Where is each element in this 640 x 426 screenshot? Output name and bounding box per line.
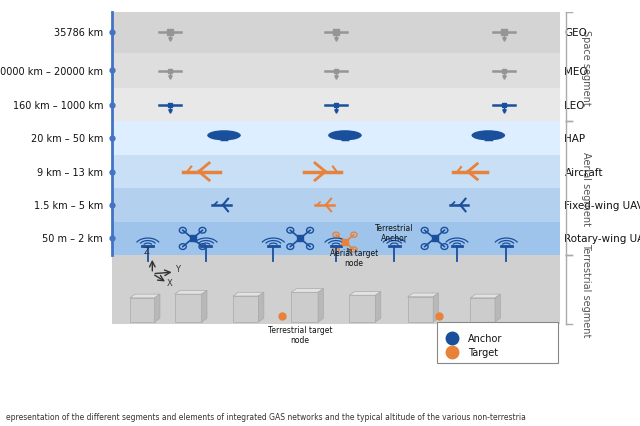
Text: 35786 km: 35786 km [54, 28, 103, 38]
Bar [112, 13, 560, 54]
Text: Fixed-wing UAV: Fixed-wing UAV [564, 201, 640, 210]
Polygon shape [175, 291, 207, 294]
Polygon shape [202, 291, 207, 322]
Text: Terrestrial target
node: Terrestrial target node [268, 325, 332, 345]
Text: Terrestrial segment: Terrestrial segment [581, 243, 591, 337]
Polygon shape [470, 294, 500, 298]
Polygon shape [349, 296, 376, 322]
Polygon shape [130, 298, 155, 322]
Text: LEO: LEO [564, 101, 585, 110]
Text: Rotary-wing UAV: Rotary-wing UAV [564, 234, 640, 244]
Text: Aerial target
node: Aerial target node [330, 248, 378, 268]
Text: 10000 km – 20000 km: 10000 km – 20000 km [0, 66, 103, 76]
Text: GEO: GEO [564, 28, 588, 38]
Polygon shape [495, 294, 500, 322]
Text: MEO: MEO [564, 66, 588, 76]
Text: X: X [166, 278, 172, 287]
Text: 20 km – 50 km: 20 km – 50 km [31, 134, 103, 144]
Bar [112, 256, 560, 324]
Text: Y: Y [175, 265, 180, 273]
Text: Target: Target [468, 348, 499, 357]
Text: 1.5 km – 5 km: 1.5 km – 5 km [34, 201, 103, 210]
Text: epresentation of the different segments and elements of integrated GAS networks : epresentation of the different segments … [6, 412, 526, 421]
Polygon shape [291, 293, 318, 322]
Polygon shape [470, 298, 495, 322]
Polygon shape [259, 293, 264, 322]
Text: Aerial segment: Aerial segment [581, 152, 591, 226]
Polygon shape [155, 294, 160, 322]
Text: 9 km – 13 km: 9 km – 13 km [37, 167, 103, 177]
Polygon shape [433, 294, 438, 322]
Bar [437, 322, 558, 363]
Text: HAP: HAP [564, 134, 586, 144]
Bar [112, 222, 560, 256]
Bar [112, 89, 560, 122]
Text: 160 km – 1000 km: 160 km – 1000 km [13, 101, 103, 110]
Polygon shape [233, 296, 259, 322]
Ellipse shape [472, 131, 505, 141]
Bar [112, 54, 560, 89]
Text: Space segment: Space segment [581, 30, 591, 105]
Bar [112, 155, 560, 189]
Ellipse shape [328, 131, 362, 141]
Polygon shape [130, 294, 160, 298]
Polygon shape [291, 289, 323, 293]
Polygon shape [376, 292, 381, 322]
Polygon shape [233, 293, 264, 296]
Text: Anchor: Anchor [468, 333, 502, 343]
Text: Aircraft: Aircraft [564, 167, 603, 177]
Text: Terrestrial
Anchor: Terrestrial Anchor [375, 223, 413, 243]
Text: 50 m – 2 km: 50 m – 2 km [42, 234, 103, 244]
Bar [112, 189, 560, 222]
Polygon shape [408, 297, 433, 322]
Ellipse shape [207, 131, 241, 141]
Polygon shape [175, 294, 202, 322]
Polygon shape [318, 289, 323, 322]
Polygon shape [408, 294, 438, 297]
Bar [112, 256, 560, 324]
Text: Z: Z [144, 246, 150, 255]
Polygon shape [349, 292, 381, 296]
Bar [112, 122, 560, 155]
